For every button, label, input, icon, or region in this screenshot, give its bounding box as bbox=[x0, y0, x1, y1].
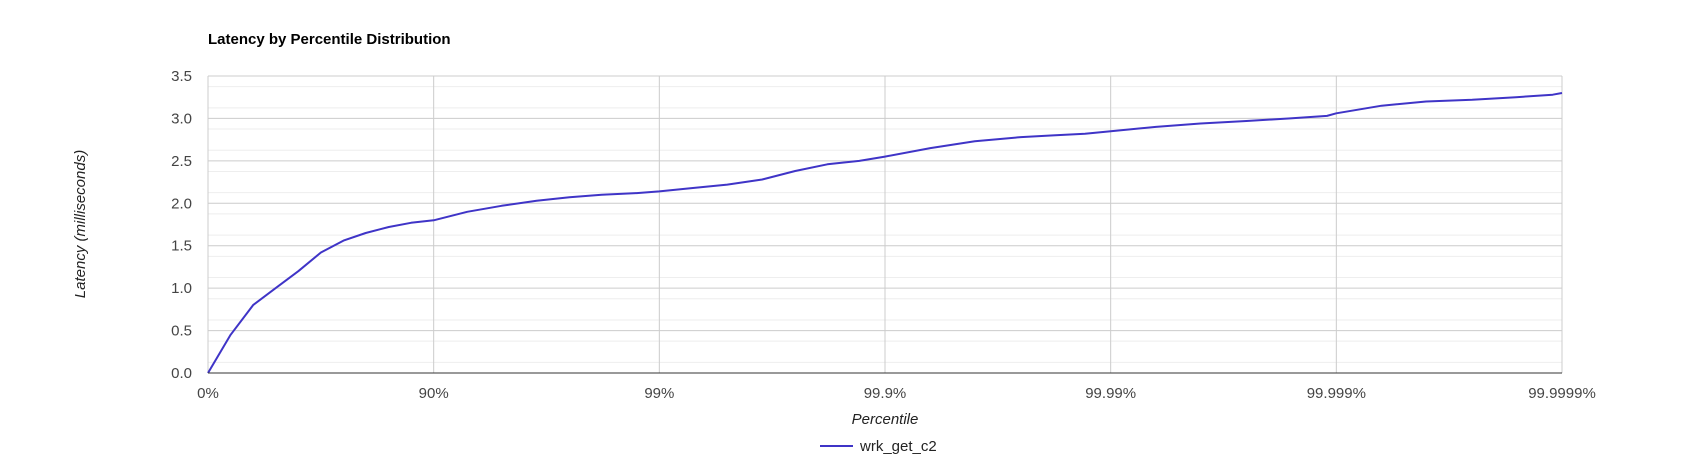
series-line[interactable] bbox=[207, 92, 1563, 374]
chart-title: Latency by Percentile Distribution bbox=[208, 31, 451, 48]
y-tick-label: 3.0 bbox=[171, 110, 192, 127]
y-tick-label: 2.0 bbox=[171, 195, 192, 212]
x-tick-label: 99.9% bbox=[864, 385, 907, 402]
y-tick-label: 2.5 bbox=[171, 153, 192, 170]
y-tick-label: 1.5 bbox=[171, 238, 192, 255]
x-axis-ticks: 0% 90% 99% 99.9% 99.99% 99.999% 99.9999% bbox=[197, 385, 1596, 402]
legend[interactable]: wrk_get_c2 bbox=[820, 438, 937, 455]
y-tick-label: 3.5 bbox=[171, 68, 192, 85]
y-tick-label: 1.0 bbox=[171, 280, 192, 297]
x-tick-label: 90% bbox=[419, 385, 449, 402]
y-axis-label: Latency (milliseconds) bbox=[72, 150, 89, 298]
legend-label: wrk_get_c2 bbox=[859, 438, 937, 455]
x-tick-label: 99.9999% bbox=[1528, 385, 1596, 402]
x-tick-label: 99% bbox=[644, 385, 674, 402]
x-tick-label: 99.99% bbox=[1085, 385, 1136, 402]
y-tick-label: 0.0 bbox=[171, 365, 192, 382]
series-layer bbox=[207, 92, 1563, 374]
grid bbox=[207, 75, 1563, 374]
x-tick-label: 0% bbox=[197, 385, 219, 402]
x-axis-label: Percentile bbox=[852, 411, 919, 428]
x-tick-label: 99.999% bbox=[1307, 385, 1366, 402]
y-tick-label: 0.5 bbox=[171, 323, 192, 340]
y-axis-ticks: 0.0 0.5 1.0 1.5 2.0 2.5 3.0 3.5 bbox=[171, 68, 192, 382]
